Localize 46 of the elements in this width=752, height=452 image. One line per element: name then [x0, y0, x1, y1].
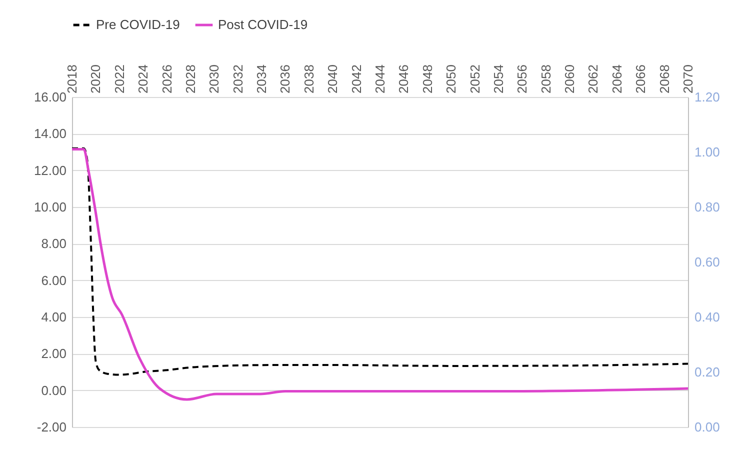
- y-tick-label: 10.00: [34, 200, 66, 214]
- x-tick-label: 2068: [656, 64, 672, 94]
- y2-tick-label: 0.80: [694, 200, 720, 214]
- y-tick-label: 4.00: [41, 310, 66, 324]
- y-tick-label: 8.00: [41, 236, 66, 252]
- x-tick-label: 2048: [420, 64, 435, 94]
- x-tick-label: 2022: [112, 64, 127, 94]
- x-tick-label: 2034: [254, 64, 270, 94]
- x-tick-label: 2028: [182, 64, 198, 94]
- x-tick-label: 2062: [586, 64, 601, 94]
- y2-tick-label: 0.20: [694, 364, 720, 380]
- y2-tick-label: 1.00: [694, 144, 720, 160]
- y-tick-label: 0.00: [41, 382, 66, 398]
- legend-label: Pre COVID-19: [96, 17, 180, 32]
- x-tick-label: 2060: [562, 64, 578, 94]
- x-tick-label: 2024: [136, 64, 151, 94]
- y2-tick-label: 0.40: [694, 310, 720, 324]
- x-tick-label: 2064: [609, 64, 624, 94]
- y2-tick-label: 0.60: [694, 254, 720, 270]
- y-tick-label: 2.00: [41, 346, 66, 362]
- legend-label: Post COVID-19: [218, 17, 308, 32]
- y-tick-label: 6.00: [41, 272, 66, 288]
- x-tick-label: 2070: [680, 64, 696, 94]
- x-tick-label: 2018: [64, 64, 80, 94]
- y2-tick-label: 1.20: [694, 90, 720, 104]
- x-tick-label: 2032: [230, 64, 246, 94]
- x-tick-label: 2040: [325, 64, 340, 94]
- x-tick-label: 2030: [206, 64, 222, 94]
- x-tick-label: 2020: [88, 64, 104, 94]
- y2-tick-label: 0.00: [694, 420, 720, 434]
- x-tick-label: 2046: [396, 64, 412, 94]
- x-tick-label: 2052: [467, 64, 482, 94]
- x-tick-label: 2038: [301, 64, 316, 94]
- x-tick-label: 2050: [444, 64, 459, 94]
- x-tick-label: 2036: [278, 64, 293, 94]
- y-tick-label: 12.00: [34, 162, 66, 178]
- y-tick-label: 14.00: [34, 126, 66, 142]
- y-tick-label: 16.00: [34, 90, 66, 104]
- x-tick-label: 2044: [372, 64, 388, 94]
- x-tick-label: 2042: [348, 64, 364, 94]
- x-tick-label: 2026: [159, 64, 174, 94]
- y-tick-label: -2.00: [36, 420, 66, 434]
- x-tick-label: 2054: [490, 64, 506, 94]
- x-tick-label: 2058: [538, 64, 554, 94]
- x-tick-label: 2056: [514, 64, 530, 94]
- x-tick-label: 2066: [633, 64, 648, 94]
